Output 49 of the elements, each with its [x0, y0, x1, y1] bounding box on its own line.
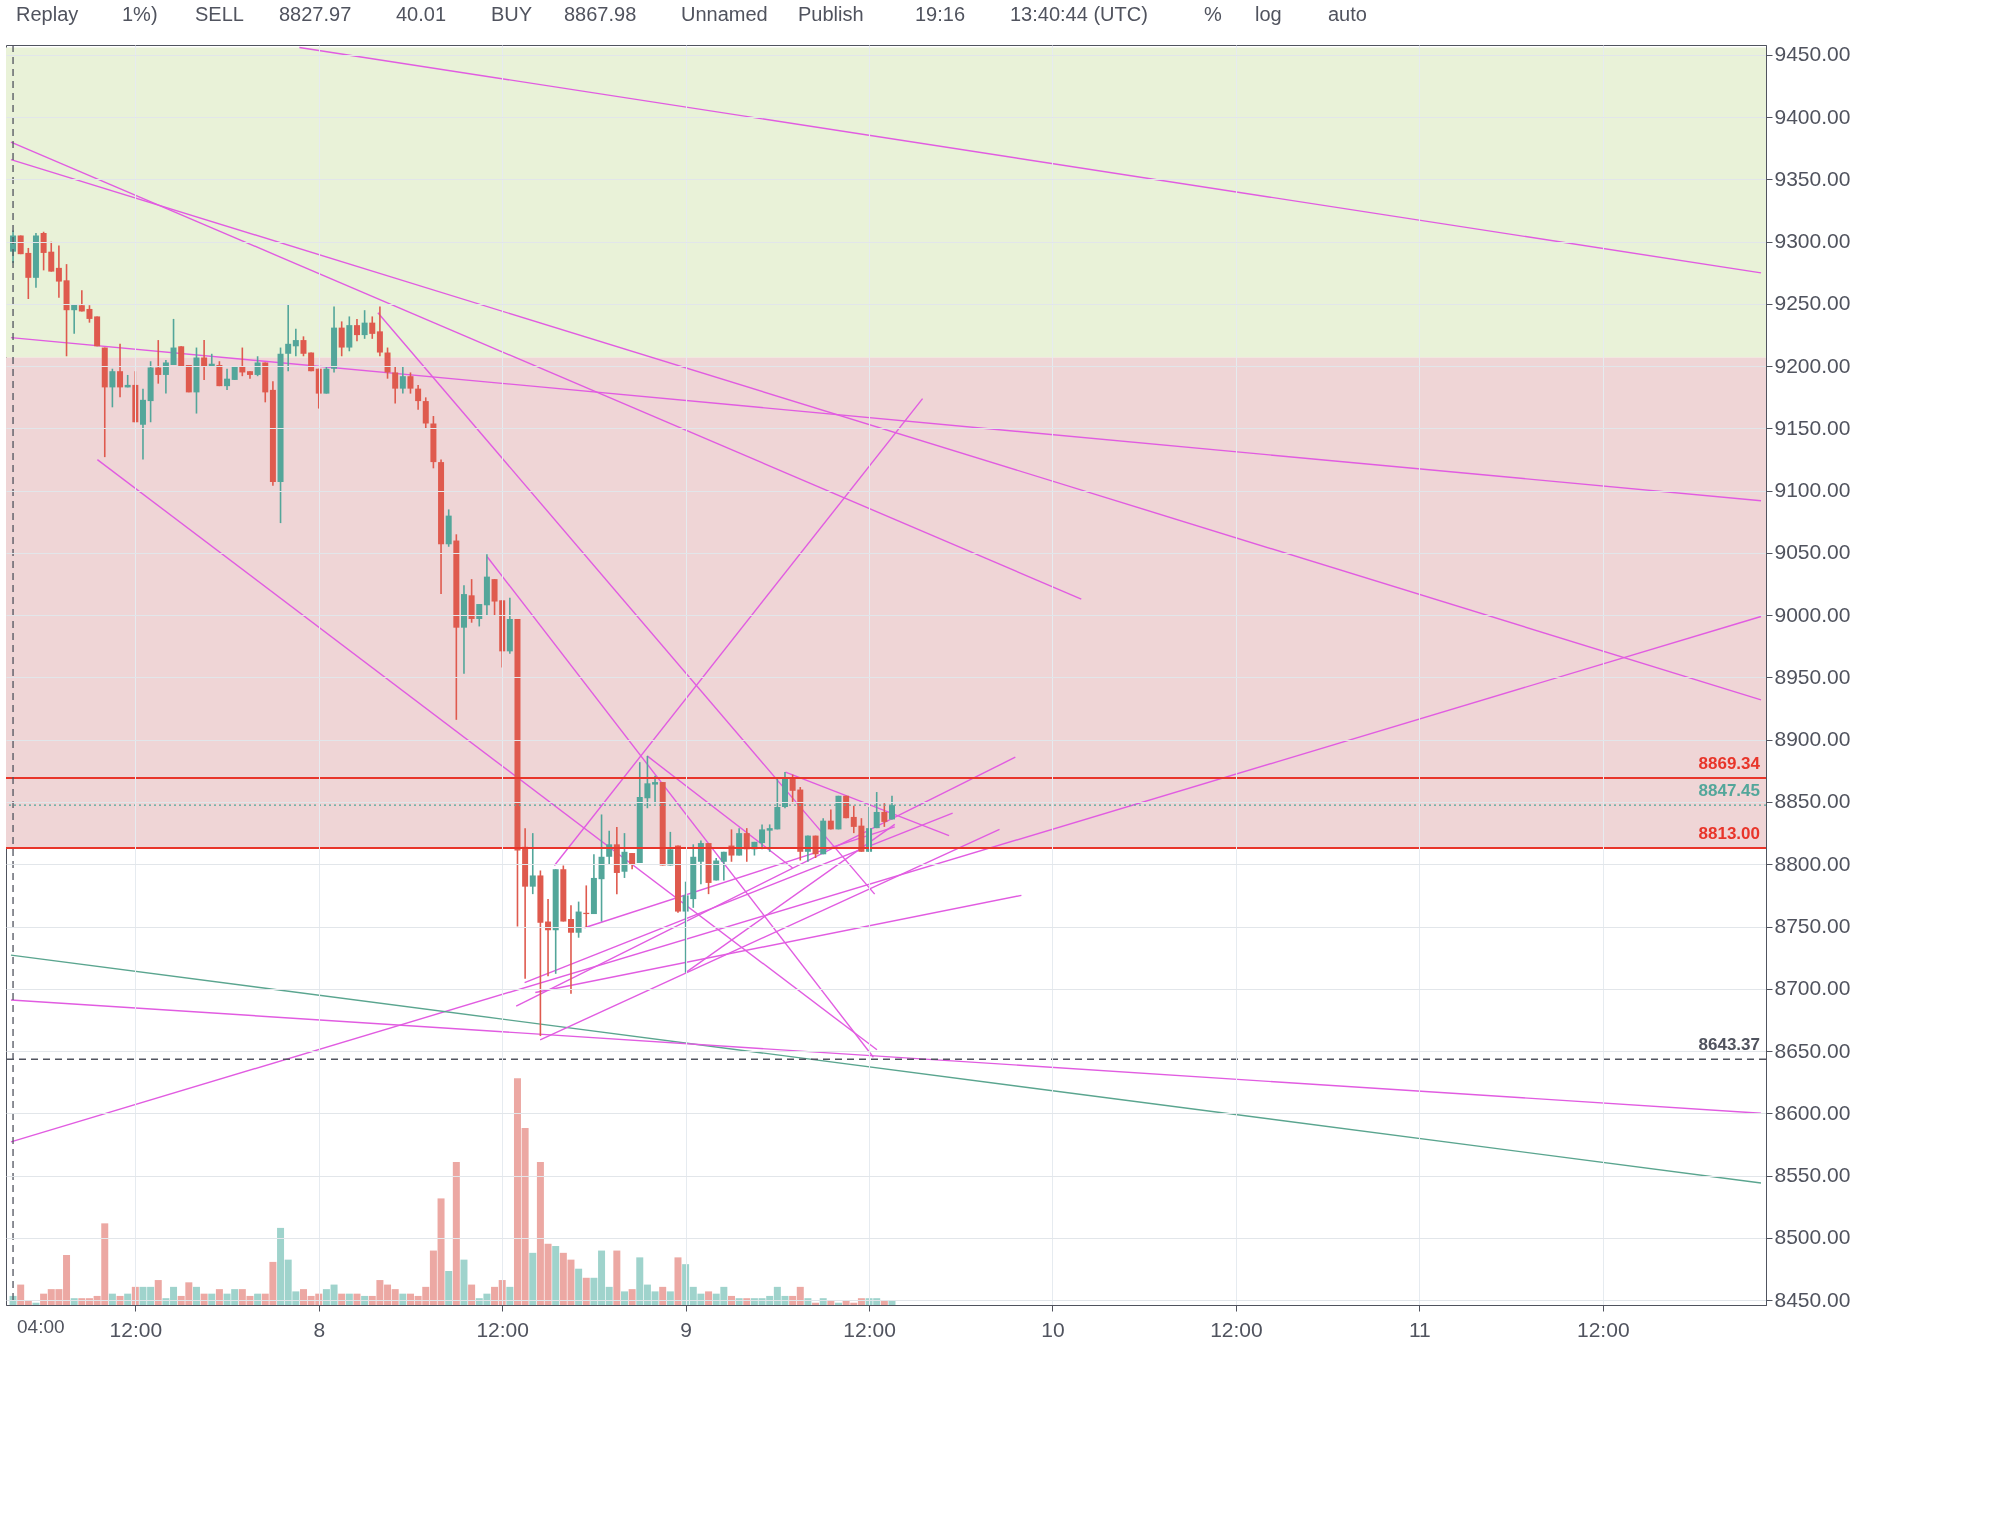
- text: 8867.98: [564, 3, 637, 25]
- ref-line-label: 8643.37: [1698, 1035, 1760, 1055]
- text: SELL: [195, 3, 244, 25]
- y-tick-label: 9050.00: [1774, 540, 1851, 564]
- x-tick-label: 12:00: [476, 1317, 529, 1341]
- y-tick-label: 8550.00: [1774, 1163, 1851, 1187]
- text: 40.01: [396, 3, 447, 25]
- text: %: [1204, 3, 1222, 25]
- y-tick-label: 9150.00: [1774, 415, 1851, 439]
- y-tick-label: 9300.00: [1774, 229, 1851, 253]
- y-tick-label: 8600.00: [1774, 1100, 1851, 1124]
- x-tick-label: 12:00: [1577, 1317, 1630, 1341]
- text: Publish: [798, 3, 864, 25]
- y-tick-label: 9200.00: [1774, 353, 1851, 377]
- x-tick-label: 9: [680, 1317, 692, 1341]
- ref-line-label: 8869.34: [1698, 753, 1761, 773]
- y-tick-label: 9350.00: [1774, 166, 1851, 190]
- text: 8827.97: [279, 3, 352, 25]
- text: 13:40:44 (UTC): [1010, 3, 1148, 25]
- ref-line-label: 04:00: [17, 1316, 65, 1337]
- text: Replay: [16, 3, 79, 25]
- x-tick-label: 12:00: [109, 1317, 163, 1341]
- y-tick-label: 8500.00: [1774, 1225, 1851, 1249]
- y-tick-label: 9250.00: [1774, 291, 1851, 315]
- y-tick-label: 9100.00: [1774, 478, 1851, 502]
- y-tick-label: 8650.00: [1774, 1038, 1851, 1062]
- y-tick-label: 8750.00: [1774, 914, 1851, 937]
- y-tick-label: 8700.00: [1774, 976, 1851, 1000]
- y-tick-label: 9450.00: [1774, 42, 1851, 66]
- text: auto: [1328, 3, 1367, 25]
- x-tick-label: 10: [1041, 1317, 1065, 1341]
- text: Unnamed: [681, 3, 768, 25]
- y-tick-label: 8850.00: [1774, 789, 1851, 813]
- y-tick-label: 9400.00: [1774, 104, 1851, 128]
- y-tick-label: 8900.00: [1774, 727, 1851, 751]
- ref-line-label: 8813.00: [1698, 824, 1760, 844]
- x-tick-label: 12:00: [1210, 1317, 1263, 1341]
- text: 1%): [122, 3, 158, 25]
- x-tick-label: 12:00: [843, 1317, 896, 1341]
- text: log: [1255, 3, 1282, 25]
- y-tick-label: 8450.00: [1774, 1287, 1851, 1311]
- y-tick-label: 8950.00: [1774, 664, 1851, 688]
- y-tick-label: 8800.00: [1774, 851, 1851, 875]
- text: BUY: [491, 3, 533, 25]
- x-tick-label: 8: [313, 1317, 326, 1341]
- ref-line-label: 8847.45: [1698, 781, 1760, 801]
- text: 19:16: [915, 3, 966, 25]
- y-tick-label: 9000.00: [1774, 602, 1851, 626]
- x-tick-label: 11: [1408, 1317, 1431, 1341]
